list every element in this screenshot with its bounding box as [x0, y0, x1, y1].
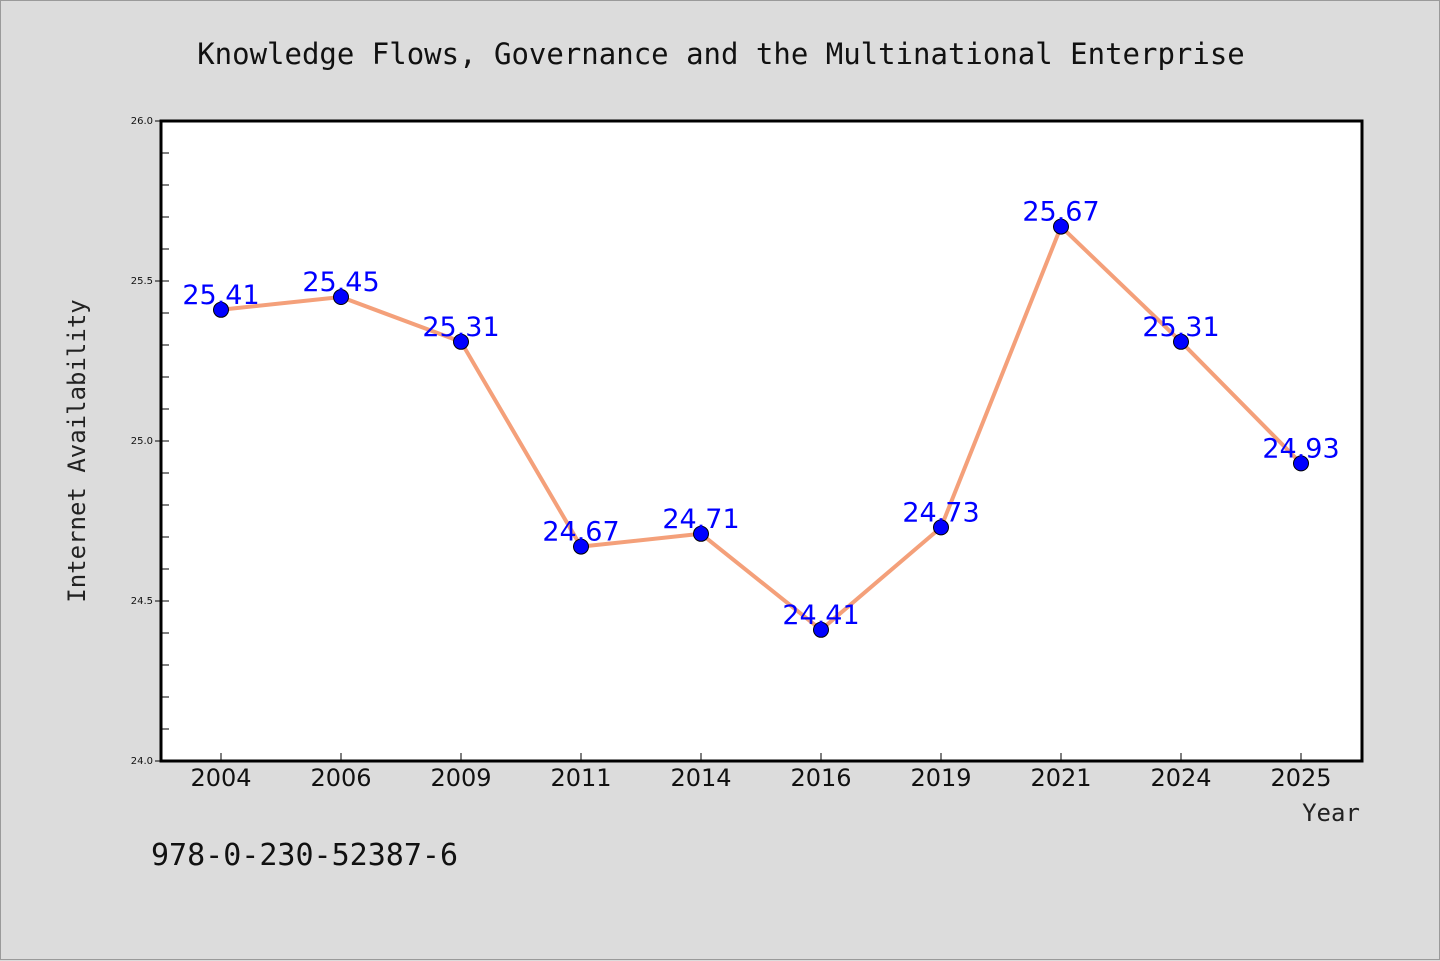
data-label: 24.73 — [902, 497, 979, 528]
data-point-marker — [933, 519, 949, 536]
y-tick-label: 26.0 — [131, 116, 153, 127]
data-label: 24.93 — [1262, 433, 1339, 464]
data-label: 24.41 — [782, 600, 859, 631]
y-axis: 24.0 24.5 25.0 25.5 26.0 — [131, 116, 169, 767]
data-point-marker — [1173, 333, 1189, 350]
y-axis-title: Internet Availability — [63, 299, 91, 602]
data-point-marker — [453, 333, 469, 350]
y-tick-label: 24.5 — [131, 596, 153, 607]
data-point-marker — [213, 301, 229, 318]
isbn-footer: 978-0-230-52387-6 — [151, 838, 458, 873]
data-point-marker — [573, 538, 589, 555]
x-axis: 2004 2006 2009 2011 2014 2016 2019 2021 2024 2025 — [190, 753, 1332, 792]
data-point-marker — [1053, 218, 1069, 235]
x-tick-label: 2014 — [670, 764, 731, 792]
x-tick-label: 2004 — [190, 764, 251, 792]
x-tick-label: 2016 — [790, 764, 851, 792]
data-point-marker — [813, 621, 829, 638]
data-label: 24.67 — [542, 517, 619, 548]
chart-title: Knowledge Flows, Governance and the Mult… — [197, 37, 1245, 71]
series-line — [220, 224, 1303, 632]
plot-area — [159, 119, 1364, 763]
data-point-marker — [333, 289, 349, 305]
y-tick-label: 25.5 — [131, 276, 153, 287]
data-label: 25.41 — [182, 280, 259, 311]
x-tick-label: 2006 — [310, 764, 371, 792]
data-label: 24.71 — [662, 504, 739, 535]
data-label: 25.31 — [1142, 312, 1219, 343]
data-label: 25.45 — [302, 267, 379, 298]
data-label-group: 25.41 25.45 25.31 24.67 24.71 24.41 24.73 25.67… — [182, 197, 1339, 631]
series-line-group — [220, 224, 1303, 632]
data-label: 25.31 — [422, 312, 499, 343]
data-point-marker — [693, 525, 709, 542]
x-tick-label: 2021 — [1030, 764, 1091, 792]
x-tick-label: 2019 — [910, 764, 971, 792]
data-label: 25.67 — [1022, 197, 1099, 228]
x-tick-label: 2024 — [1150, 764, 1211, 792]
x-axis-title: Year — [1302, 799, 1360, 827]
marker-group — [213, 218, 1309, 638]
x-tick-label: 2011 — [550, 764, 611, 792]
y-tick-label: 24.0 — [131, 756, 153, 767]
x-tick-label: 2025 — [1270, 764, 1331, 792]
y-tick-label: 25.0 — [131, 436, 153, 447]
x-tick-label: 2009 — [430, 764, 491, 792]
data-point-marker — [1293, 455, 1309, 472]
